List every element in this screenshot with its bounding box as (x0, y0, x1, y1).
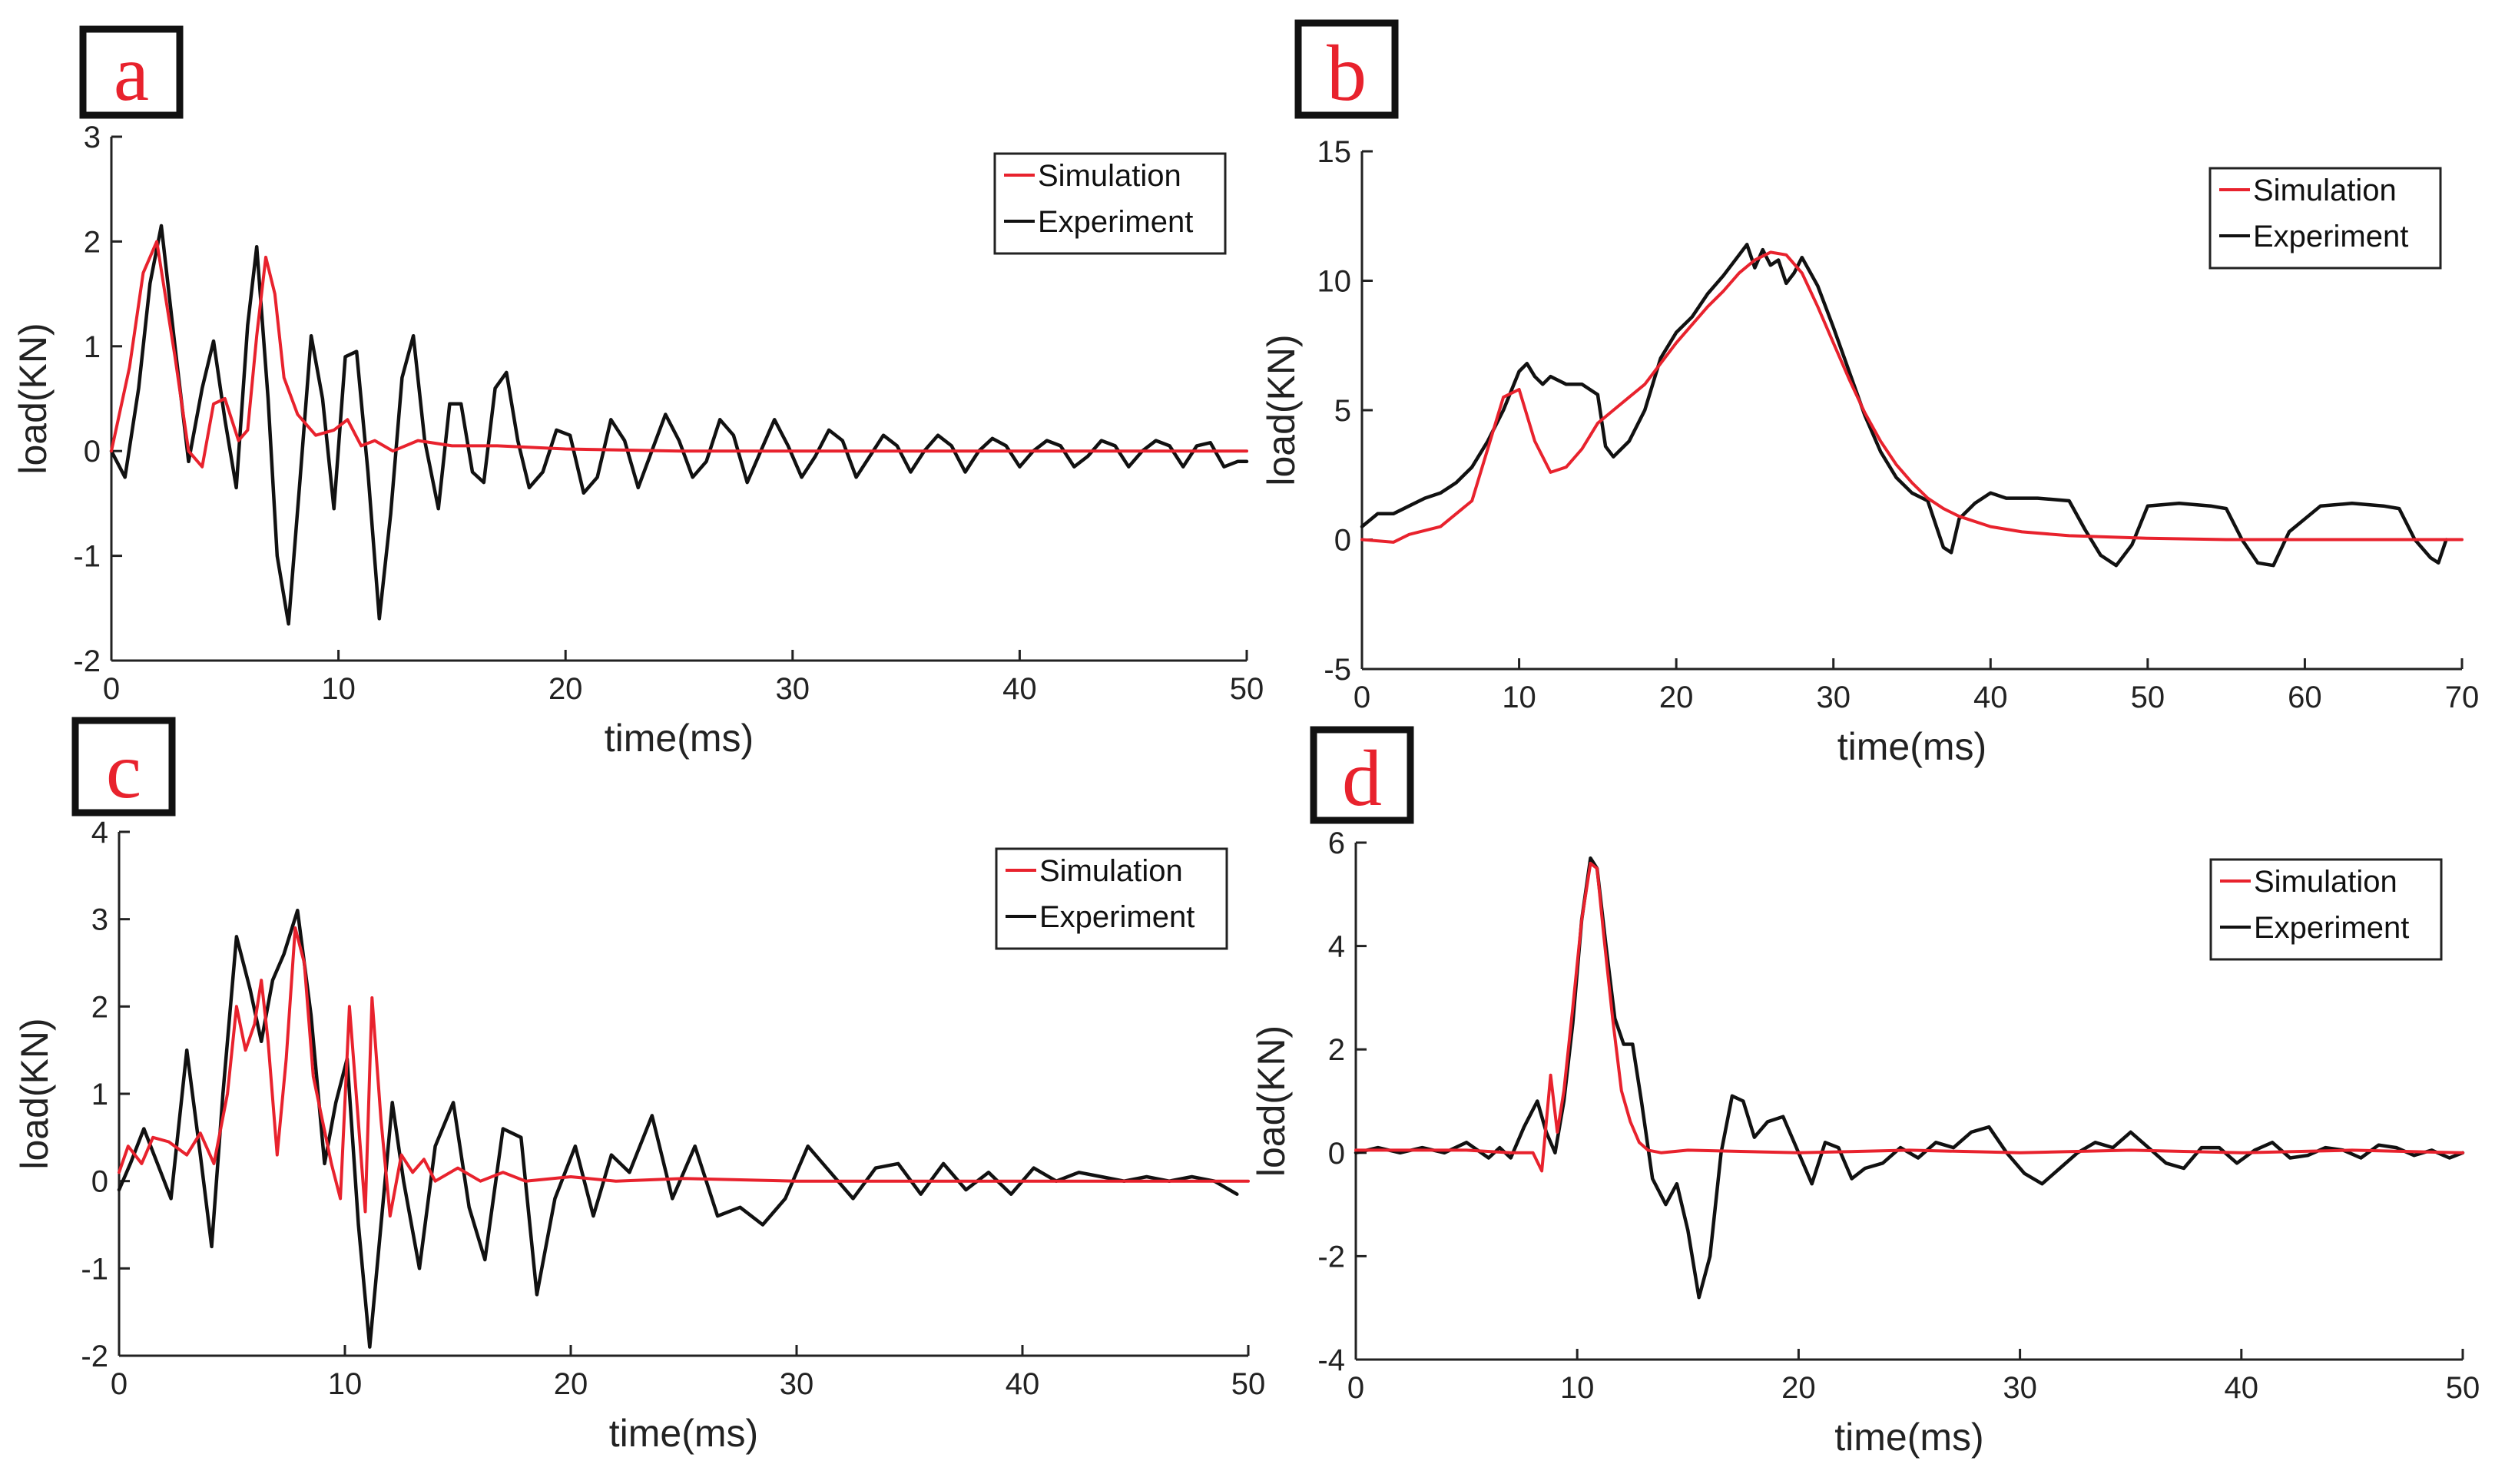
legend-label: Simulation (1038, 159, 1181, 193)
y-tick-label: 1 (91, 1078, 108, 1111)
x-tick-label: 10 (328, 1367, 363, 1401)
y-tick-label: 2 (91, 990, 108, 1024)
x-tick-label: 50 (1231, 1367, 1266, 1401)
x-tick-label: 10 (321, 672, 356, 706)
y-tick-label: -2 (1317, 1240, 1345, 1274)
x-tick-label: 50 (1230, 672, 1264, 706)
panel-label: c (106, 727, 141, 815)
x-tick-label: 30 (780, 1367, 814, 1401)
x-tick-label: 10 (1560, 1371, 1595, 1405)
panel-label-box (1310, 726, 1414, 824)
legend-label: Experiment (2254, 911, 2409, 945)
x-tick-label: 0 (103, 672, 120, 706)
panel-label: b (1327, 29, 1367, 118)
y-tick-label: -4 (1317, 1343, 1345, 1377)
x-tick-label: 20 (554, 1367, 588, 1401)
legend-label: Experiment (1038, 205, 1193, 239)
legend-label: Experiment (2253, 220, 2408, 253)
x-axis-label: time(ms) (1837, 725, 1986, 768)
y-axis-label: load(KN) (1260, 334, 1303, 485)
series-line-simulation (118, 926, 1250, 1218)
x-tick-label: 0 (111, 1367, 128, 1401)
y-tick-label: 0 (91, 1165, 108, 1199)
x-tick-label: 0 (1354, 681, 1370, 714)
x-tick-label: 0 (1347, 1371, 1364, 1405)
legend-label: Simulation (1039, 854, 1183, 888)
x-tick-label: 40 (2225, 1371, 2259, 1405)
series-line-simulation (1354, 861, 2464, 1173)
legend: Simulation Experiment (993, 152, 1227, 255)
y-tick-label: 15 (1317, 135, 1352, 169)
panel-label-box (71, 717, 176, 817)
panel-a: a 0 10 20 30 40 50 -2 -1 0 1 2 3 time(ms) load(KN) Simu… (12, 25, 1264, 760)
y-tick-label: 1 (84, 330, 101, 364)
legend-box (993, 152, 1227, 255)
panel-b: b0 10 20 30 40 50 60 70-5051015time(ms)load(KN)… (1260, 19, 2480, 768)
panel-label-box (1294, 19, 1399, 119)
y-tick-label: 2 (84, 225, 101, 259)
series-line-experiment (109, 224, 1249, 626)
x-tick-label: 30 (2003, 1371, 2037, 1405)
y-tick-label: 2 (1328, 1033, 1345, 1067)
legend: Simulation Experiment (995, 847, 1228, 950)
y-tick-label: 3 (91, 903, 108, 937)
x-axis-label: time(ms) (605, 717, 754, 760)
panel-label: a (114, 29, 149, 118)
y-tick-label: -1 (73, 540, 101, 574)
series-line-simulation (110, 240, 1248, 469)
legend-label: Experiment (1039, 900, 1195, 934)
x-tick-label: 40 (1973, 681, 2008, 714)
x-tick-label: 70 (2445, 681, 2480, 714)
legend-label: Simulation (2253, 174, 2397, 207)
y-tick-label: 6 (1328, 826, 1345, 860)
y-tick-label: -1 (81, 1252, 108, 1286)
x-tick-label: 10 (1502, 681, 1536, 714)
x-tick-label: 50 (2131, 681, 2165, 714)
y-axis-label: load(KN) (12, 323, 55, 474)
series-line-experiment (117, 909, 1239, 1349)
y-tick-label: 4 (91, 816, 108, 850)
x-tick-label: 20 (548, 672, 583, 706)
y-tick-label: 5 (1334, 394, 1351, 428)
y-tick-label: 4 (1328, 930, 1345, 964)
x-axis-label: time(ms) (1834, 1416, 1983, 1459)
panel-c: c 0 10 20 30 40 50 -2 -1 0 1 2 3 4 time(ms) load(KN) Sim… (13, 717, 1266, 1455)
y-tick-label: 0 (1328, 1137, 1345, 1171)
y-tick-label: 3 (84, 121, 101, 154)
x-tick-label: 20 (1659, 681, 1694, 714)
x-tick-label: 50 (2446, 1371, 2480, 1405)
y-axis-label: load(KN) (13, 1018, 56, 1169)
y-tick-label: 0 (84, 435, 101, 469)
y-tick-label: -2 (81, 1340, 108, 1373)
legend-box (2208, 167, 2442, 270)
x-tick-label: 60 (2288, 681, 2322, 714)
x-tick-label: 40 (1006, 1367, 1040, 1401)
legend: Simulation Experiment (2209, 858, 2443, 961)
legend-box (2209, 858, 2443, 961)
panel-label-box (79, 25, 184, 119)
x-tick-label: 30 (1816, 681, 1851, 714)
y-tick-label: 0 (1334, 524, 1351, 558)
series-line-experiment (1360, 243, 2448, 568)
series-line-simulation (1360, 250, 2464, 544)
y-tick-label: -5 (1324, 653, 1351, 687)
x-tick-label: 40 (1002, 672, 1037, 706)
y-axis-label: load(KN) (1250, 1025, 1293, 1177)
x-tick-label: 30 (776, 672, 810, 706)
panel-label: d (1342, 734, 1382, 823)
legend-label: Simulation (2254, 865, 2397, 899)
legend-box (995, 847, 1228, 950)
series-line-experiment (1354, 856, 2465, 1300)
x-axis-label: time(ms) (609, 1412, 758, 1455)
y-tick-label: -2 (73, 644, 101, 678)
y-tick-label: 10 (1317, 265, 1352, 299)
panel-d: d 0 10 20 30 40 50 -4 -2 0 2 4 6 time(ms) load(KN) Simu… (1250, 726, 2480, 1459)
legend: Simulation Experiment (2208, 167, 2442, 270)
x-tick-label: 20 (1781, 1371, 1816, 1405)
